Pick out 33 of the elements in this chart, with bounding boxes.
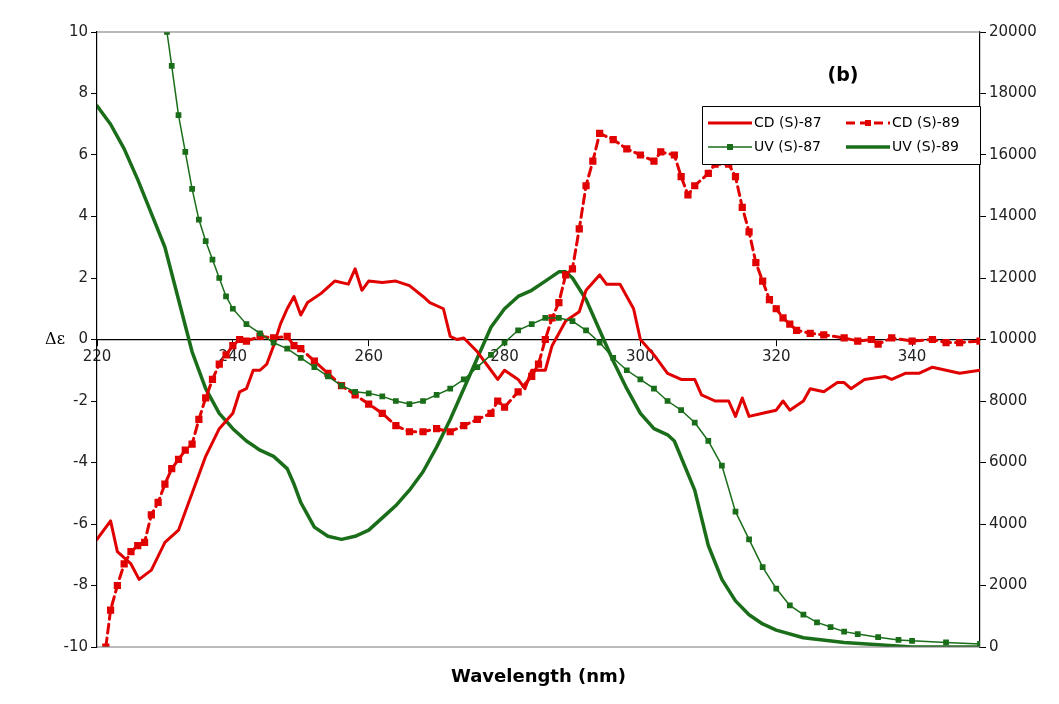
x-axis-title: Wavelength (nm) [450,664,627,686]
x-tick-label: 280 [490,347,519,366]
y-tick-label: 6 [78,144,88,163]
legend-label: CD (S)-89 [892,113,960,130]
y-tick-label: -2 [73,390,88,409]
y2-tick-label: 14000 [989,206,1037,225]
y2-tick-label: 20000 [989,21,1037,40]
x-tick-label: 320 [761,347,791,366]
y-tick-label: 4 [78,206,88,225]
y2-tick-label: 16000 [989,144,1037,163]
legend-label: UV (S)-89 [892,137,959,154]
x-tick-label: 340 [897,347,927,366]
y2-tick-label: 18000 [989,83,1037,102]
y-tick-label: 2 [78,267,88,286]
y-tick-label: -4 [73,452,88,471]
y-tick-label: 10 [68,21,88,40]
y2-tick-label: 8000 [989,390,1028,409]
y-tick-label: 0 [78,329,88,348]
y2-tick-label: 4000 [989,513,1028,532]
y2-tick-label: 0 [989,636,999,655]
y-tick-label: -6 [73,513,88,532]
legend-label: UV (S)-87 [754,137,821,154]
y-axis-title: Δε [45,328,65,348]
legend-label: CD (S)-87 [754,113,822,130]
y-tick-label: -8 [73,575,88,594]
y2-tick-label: 12000 [989,267,1037,286]
text: (b) [827,62,859,85]
y2-tick-label: 6000 [989,452,1028,471]
x-tick-label: 260 [354,347,384,366]
y2-tick-label: 10000 [989,329,1037,348]
y2-tick-label: 2000 [989,575,1028,594]
y-tick-label: 8 [78,83,88,102]
y-tick-label: -10 [63,636,88,655]
